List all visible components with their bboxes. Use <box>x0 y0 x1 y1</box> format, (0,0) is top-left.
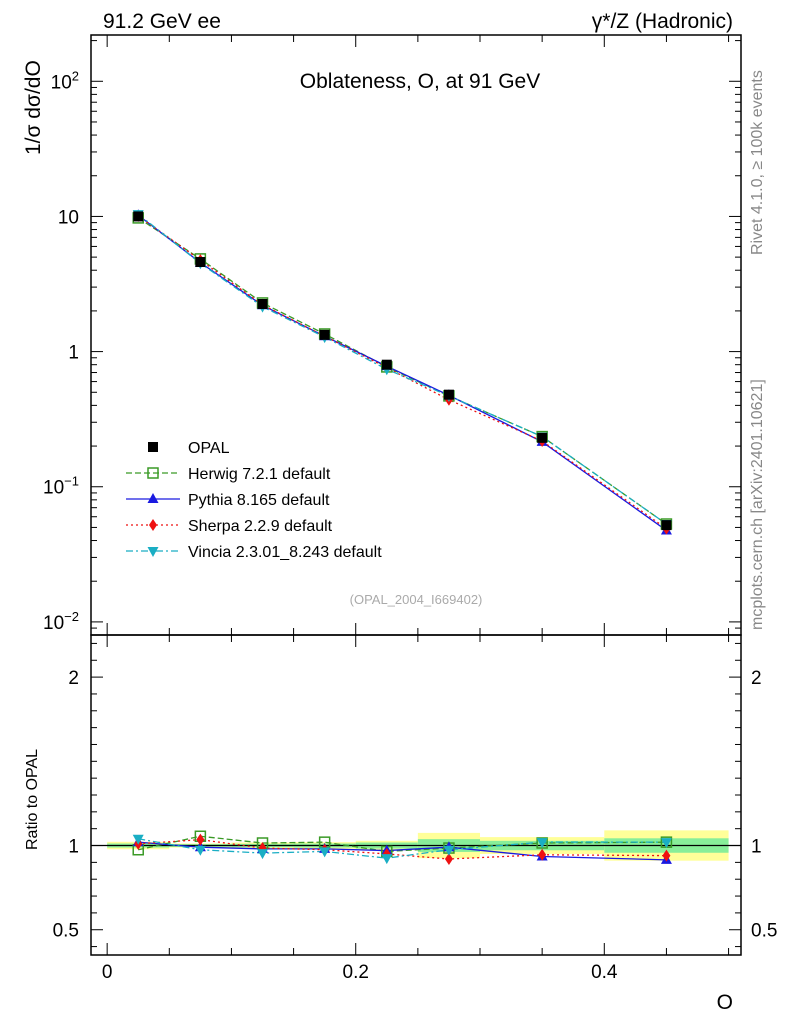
ratio-point <box>196 833 205 846</box>
header-left-label: 91.2 GeV ee <box>103 10 221 33</box>
mcplots-label: mcplots.cern.ch [arXiv:2401.10621] <box>749 379 766 630</box>
legend-marker <box>147 467 159 479</box>
legend-item: OPAL <box>148 440 230 457</box>
series-line <box>137 214 667 531</box>
legend-marker <box>149 519 157 531</box>
legend-label: Pythia 8.165 default <box>188 492 330 509</box>
legend-label: Sherpa 2.2.9 default <box>188 518 333 535</box>
ratio-line <box>138 838 667 859</box>
markers-pythia <box>132 209 672 535</box>
ratio-y-tick-label-right: 1 <box>751 837 762 858</box>
ratio-point <box>319 847 331 858</box>
main-y-tick-label: 102 <box>51 68 79 93</box>
main-axis-ticks <box>91 35 741 636</box>
ratio-series-pythia <box>138 841 667 861</box>
main-series <box>132 209 673 535</box>
ratio-markers-vincia <box>132 834 672 865</box>
ratio-y-tick-label-left: 0.5 <box>53 921 79 942</box>
data-point <box>257 298 268 309</box>
x-tick-label: 0.2 <box>343 962 369 983</box>
header-right-label: γ*/Z (Hadronic) <box>592 10 733 33</box>
ratio-y-tick-label-right: 2 <box>751 668 762 689</box>
legend-label: OPAL <box>188 440 230 457</box>
x-tick-label: 0.4 <box>591 962 618 983</box>
analysis-watermark: (OPAL_2004_I669402) <box>350 592 483 607</box>
ratio-series <box>132 830 673 865</box>
series-line <box>137 215 667 530</box>
ratio-tick-labels: 0.5 0.5 1 1 2 2 0 0.2 0.4 <box>53 668 778 983</box>
series-pythia <box>137 214 667 531</box>
markers-opal <box>133 211 672 531</box>
data-point <box>133 211 144 222</box>
main-y-tick-label: 1 <box>68 343 79 364</box>
rivet-version-label: Rivet 4.1.0, ≥ 100k events <box>749 70 766 255</box>
ratio-y-tick-label-right: 0.5 <box>751 921 777 942</box>
legend: OPAL Herwig 7.2.1 default Pythia 8.165 def… <box>126 440 382 561</box>
main-y-tick-label: 10−1 <box>43 474 79 499</box>
data-point <box>381 359 392 370</box>
markers-sherpa <box>134 209 671 535</box>
legend-marker <box>148 442 158 452</box>
ratio-frame <box>90 634 742 956</box>
ratio-axis-ticks <box>91 635 741 955</box>
ratio-point <box>538 848 547 861</box>
legend-label: Herwig 7.2.1 default <box>188 466 331 483</box>
ratio-y-tick-label-left: 2 <box>68 668 79 689</box>
series-vincia <box>137 213 667 525</box>
x-tick-label: 0 <box>102 962 113 983</box>
series-line <box>137 213 667 525</box>
data-point <box>661 520 672 531</box>
ratio-uncertainty-bands <box>91 830 741 861</box>
ratio-point <box>443 845 455 856</box>
ratio-point <box>662 849 671 862</box>
ratio-point <box>660 838 672 849</box>
data-point <box>443 389 454 400</box>
series-sherpa <box>137 215 667 530</box>
legend-item: Sherpa 2.2.9 default <box>126 518 333 535</box>
ratio-point <box>444 853 453 865</box>
ratio-y-tick-label-left: 1 <box>68 837 79 858</box>
ratio-point <box>257 849 269 860</box>
legend-marker <box>147 547 159 557</box>
legend-item: Vincia 2.3.01_8.243 default <box>126 544 382 561</box>
ratio-point <box>194 845 206 856</box>
ratio-panel: 0.5 0.5 1 1 2 2 0 0.2 0.4 Ratio to OPAL O <box>24 634 778 1014</box>
ratio-point <box>381 854 393 865</box>
legend-label: Vincia 2.3.01_8.243 default <box>188 544 382 561</box>
main-y-tick-label: 10 <box>58 207 79 228</box>
ratio-series-vincia <box>138 838 667 859</box>
chart-title: Oblateness, O, at 91 GeV <box>300 70 540 93</box>
ratio-point <box>536 838 548 849</box>
main-y-tick-labels: 10−2 10−1 1 10 102 <box>43 68 79 634</box>
legend-item: Herwig 7.2.1 default <box>126 466 331 483</box>
x-axis-label: O <box>717 991 733 1014</box>
main-y-tick-label: 10−2 <box>43 609 79 634</box>
ratio-line <box>138 841 667 861</box>
ratio-y-axis-label: Ratio to OPAL <box>24 749 41 850</box>
data-point <box>537 432 548 443</box>
legend-marker <box>147 493 159 503</box>
ratio-point <box>132 834 144 845</box>
legend-item: Pythia 8.165 default <box>126 492 330 509</box>
main-y-axis-label: 1/σ dσ/dO <box>22 60 45 155</box>
data-point <box>195 257 206 268</box>
data-point <box>319 329 330 340</box>
